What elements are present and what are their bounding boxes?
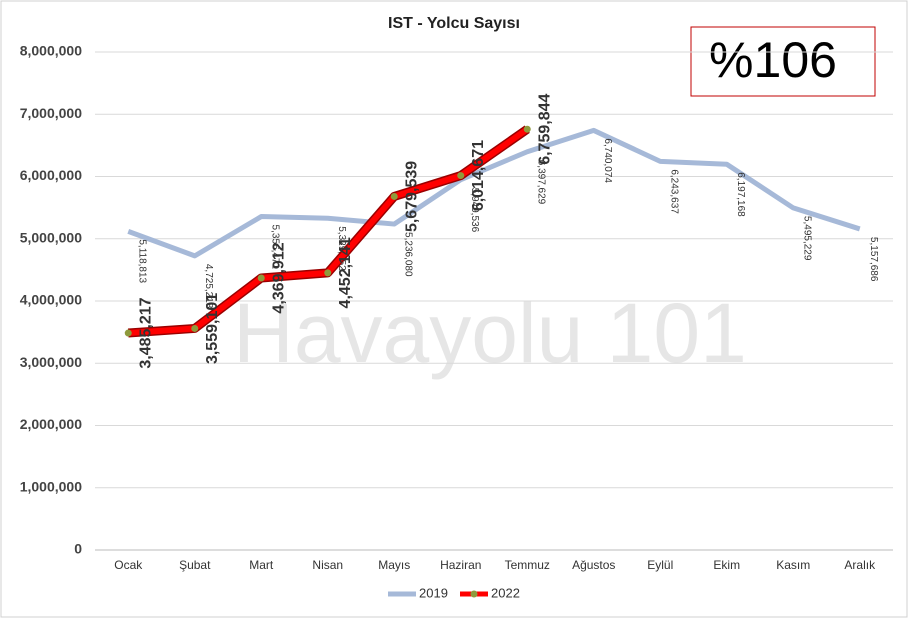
value-label: 5,495,229 bbox=[802, 216, 813, 261]
chart-title: IST - Yolcu Sayısı bbox=[388, 15, 520, 32]
marker bbox=[523, 125, 531, 133]
value-label: 6,197,168 bbox=[735, 172, 746, 217]
value-label: 5,356,471 bbox=[270, 225, 281, 270]
marker bbox=[257, 274, 265, 282]
marker bbox=[324, 269, 332, 277]
marker bbox=[191, 324, 199, 332]
x-tick-label: Ekim bbox=[713, 558, 740, 572]
x-tick-label: Eylül bbox=[647, 558, 673, 572]
y-tick-label: 3,000,000 bbox=[20, 354, 82, 370]
x-tick-label: Haziran bbox=[440, 558, 481, 572]
y-tick-label: 0 bbox=[74, 541, 82, 557]
value-label: 6,397,629 bbox=[536, 160, 547, 205]
y-tick-label: 2,000,000 bbox=[20, 416, 82, 432]
y-tick-label: 4,000,000 bbox=[20, 292, 82, 308]
value-label: 5,679,539 bbox=[403, 161, 420, 232]
x-tick-label: Ocak bbox=[114, 558, 143, 572]
value-label: 6,740,074 bbox=[602, 138, 613, 183]
y-tick-label: 1,000,000 bbox=[20, 478, 82, 494]
x-tick-label: Temmuz bbox=[505, 558, 550, 572]
value-label: 5,949,536 bbox=[469, 188, 480, 233]
annotation: %106 bbox=[709, 32, 837, 88]
value-label: 5,118,813 bbox=[137, 239, 148, 283]
x-tick-label: Nisan bbox=[312, 558, 343, 572]
value-label: 5,236,080 bbox=[403, 232, 414, 277]
legend-label: 2019 bbox=[419, 585, 448, 600]
marker bbox=[124, 329, 132, 337]
watermark: Havayolu 101 bbox=[233, 286, 747, 380]
x-tick-label: Şubat bbox=[179, 558, 211, 572]
marker bbox=[390, 192, 398, 200]
y-tick-label: 5,000,000 bbox=[20, 229, 82, 245]
value-label: 3,485,217 bbox=[137, 297, 154, 368]
value-label: 4,369,912 bbox=[270, 242, 287, 313]
x-tick-label: Aralık bbox=[844, 558, 876, 572]
series-line bbox=[127, 127, 861, 259]
value-label: 5,329,652 bbox=[336, 226, 347, 271]
legend-marker bbox=[470, 590, 478, 598]
legend-label: 2022 bbox=[491, 585, 520, 600]
x-tick-label: Mart bbox=[249, 558, 274, 572]
y-tick-label: 8,000,000 bbox=[20, 43, 82, 59]
marker bbox=[457, 172, 465, 180]
value-label: 5,157,686 bbox=[868, 237, 879, 282]
value-label: 6,014,671 bbox=[470, 140, 487, 211]
value-label: 6,243,637 bbox=[669, 169, 680, 214]
value-label: 6,759,844 bbox=[536, 94, 553, 165]
y-tick-label: 6,000,000 bbox=[20, 167, 82, 183]
y-tick-label: 7,000,000 bbox=[20, 105, 82, 121]
value-label: 4,452,141 bbox=[337, 237, 354, 308]
value-label: 4,725,218 bbox=[203, 264, 214, 309]
x-tick-label: Mayıs bbox=[378, 558, 410, 572]
x-tick-label: Kasım bbox=[776, 558, 810, 572]
annotation-box bbox=[690, 26, 876, 97]
value-label: 3,559,101 bbox=[204, 293, 221, 364]
x-tick-label: Ağustos bbox=[572, 558, 615, 572]
